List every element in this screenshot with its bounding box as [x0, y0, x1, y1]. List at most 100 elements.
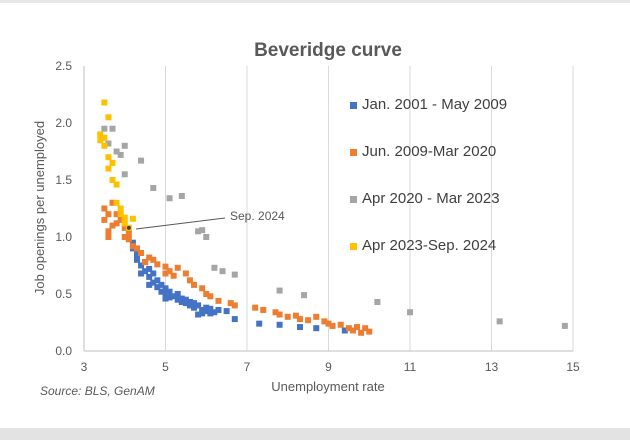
data-point — [199, 306, 206, 313]
data-point — [496, 318, 503, 325]
data-point — [117, 216, 124, 223]
axes — [83, 66, 573, 352]
data-point — [109, 177, 116, 183]
data-point — [195, 228, 202, 235]
gridlines — [165, 66, 574, 351]
data-point — [133, 245, 140, 252]
data-point — [191, 281, 198, 288]
legend: Jan. 2001 - May 2009 Jun. 2009-Mar 2020 Ap… — [350, 96, 507, 254]
data-point — [211, 309, 218, 316]
x-tick-label: 7 — [244, 360, 251, 374]
data-point — [166, 268, 173, 275]
data-point — [162, 270, 169, 277]
data-point — [321, 318, 328, 325]
annotation: Sep. 2024 — [126, 209, 285, 230]
data-point — [191, 300, 198, 307]
data-point — [313, 325, 320, 332]
data-point — [305, 317, 312, 324]
y-tick-label: 0.5 — [55, 287, 72, 301]
data-point — [121, 214, 128, 221]
y-tick-label: 1.5 — [55, 173, 72, 187]
data-point — [109, 199, 116, 206]
data-point — [260, 306, 267, 313]
data-point — [178, 192, 185, 199]
x-tick-label: 13 — [485, 360, 499, 374]
data-point — [121, 224, 128, 231]
data-point — [182, 296, 189, 303]
data-point — [296, 316, 303, 323]
data-point — [166, 288, 173, 295]
data-point — [227, 300, 234, 307]
data-point — [284, 313, 291, 320]
data-point — [174, 291, 181, 297]
data-point — [219, 268, 226, 275]
data-point — [101, 205, 108, 212]
data-point — [174, 264, 181, 271]
data-point — [174, 296, 181, 303]
data-point — [186, 302, 193, 309]
data-point — [199, 285, 206, 292]
data-point — [276, 321, 283, 328]
data-point — [158, 281, 165, 288]
data-point — [276, 287, 283, 294]
bottom-divider — [0, 428, 630, 440]
data-point — [150, 256, 157, 263]
data-point — [129, 239, 136, 246]
series-4 — [97, 99, 136, 231]
data-point — [101, 125, 108, 132]
data-point — [199, 310, 206, 317]
data-point — [349, 327, 356, 334]
data-point — [313, 313, 320, 320]
data-point — [109, 159, 116, 166]
top-divider — [0, 0, 630, 3]
data-point — [170, 272, 177, 279]
data-point — [182, 270, 189, 277]
data-point — [142, 268, 149, 275]
data-point — [231, 271, 238, 278]
legend-label: Jun. 2009-Mar 2020 — [362, 143, 496, 160]
y-tick-label: 2.0 — [55, 116, 72, 130]
data-point — [166, 195, 173, 202]
data-point — [154, 284, 161, 291]
data-point — [195, 302, 202, 309]
data-point — [133, 256, 140, 263]
data-point — [407, 309, 413, 316]
data-point — [325, 320, 332, 327]
data-point — [101, 216, 108, 223]
data-point — [301, 292, 308, 299]
y-tick-label: 1.0 — [55, 230, 72, 244]
data-point — [97, 137, 104, 144]
y-tick-label: 0.0 — [55, 344, 72, 358]
data-point — [150, 279, 157, 286]
chart-title: Beveridge curve — [254, 40, 402, 61]
data-point — [142, 259, 149, 266]
data-point — [252, 304, 259, 311]
data-point — [146, 273, 153, 280]
data-point — [105, 114, 112, 121]
source-note: Source: BLS, GenAM — [40, 384, 155, 398]
data-point — [133, 251, 140, 258]
data-point — [121, 234, 128, 240]
tick-labels: 3 5 7 9 11 13 15 0.0 0.5 1.0 1.5 2.0 2.5 — [55, 59, 580, 374]
data-point — [129, 243, 136, 250]
legend-label: Apr 2023-Sep. 2024 — [362, 237, 496, 254]
data-point — [113, 220, 120, 227]
annotation-point — [126, 225, 131, 230]
data-point — [105, 165, 112, 172]
data-point — [162, 263, 169, 270]
data-point — [154, 277, 161, 284]
data-point — [329, 322, 336, 329]
data-point — [105, 211, 112, 218]
data-point — [125, 236, 132, 243]
data-point — [158, 288, 165, 295]
data-point — [113, 199, 120, 206]
data-point — [101, 142, 108, 149]
data-point — [215, 297, 222, 304]
data-point — [345, 325, 352, 332]
y-axis-label: Job openings per unemployed — [32, 121, 47, 295]
data-point — [170, 293, 177, 300]
data-point — [154, 261, 161, 268]
data-point — [105, 234, 112, 240]
